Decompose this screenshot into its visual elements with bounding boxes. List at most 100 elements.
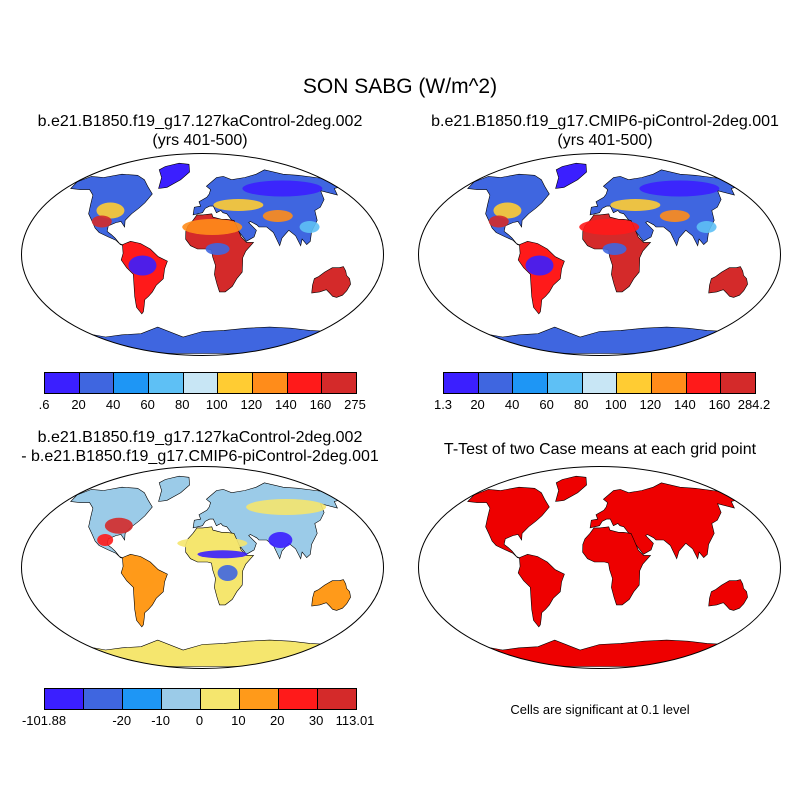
colorbar-tick-label: 160 — [708, 397, 731, 412]
field-patch — [213, 199, 264, 212]
continent-af — [582, 526, 652, 606]
colorbar-swatch — [318, 689, 356, 709]
colorbar-swatch — [582, 373, 618, 393]
field-patch — [579, 219, 640, 236]
colorbar-tick-label: 40 — [105, 397, 121, 412]
continent-gr — [158, 475, 190, 502]
field-patch — [602, 243, 627, 256]
field-patch — [91, 215, 112, 228]
colorbar-tick-label: 140 — [275, 397, 297, 412]
colorbar-tick-label: 80 — [573, 397, 589, 412]
colorbar-tick-label: 275 — [344, 397, 366, 412]
panel-2-title-line1: b.e21.B1850.f19_g17.CMIP6-piControl-2deg… — [431, 113, 779, 130]
field-patch — [197, 550, 248, 559]
panel-4-title-line1: T-Test of two Case means at each grid po… — [443, 441, 757, 458]
colorbar-swatch — [162, 689, 201, 709]
colorbar-swatch — [45, 689, 84, 709]
field-patch — [205, 243, 230, 256]
colorbar-case2 — [443, 372, 756, 394]
colorbar-tick-label: 100 — [205, 397, 228, 412]
map-panel-difference — [21, 466, 384, 669]
panel-2-title: b.e21.B1850.f19_g17.CMIP6-piControl-2deg… — [400, 112, 800, 150]
panel-3-title: b.e21.B1850.f19_g17.127kaControl-2deg.00… — [0, 428, 400, 466]
field-patch — [97, 534, 114, 547]
colorbar-swatch — [253, 373, 288, 393]
map-panel-ttest — [418, 466, 781, 669]
map-border — [21, 466, 384, 669]
field-patch — [268, 532, 293, 549]
continent-gr — [555, 162, 587, 189]
colorbar-tick-label: 60 — [539, 397, 554, 412]
colorbar-tick-label: 80 — [174, 397, 190, 412]
colorbar-tick-label: 20 — [71, 397, 86, 412]
field-patch — [246, 499, 327, 516]
field-patch — [488, 215, 509, 228]
colorbar-swatch — [721, 373, 756, 393]
field-patch — [639, 180, 720, 197]
colorbar-swatch — [240, 689, 279, 709]
panel-2-title-line2: (yrs 401-500) — [557, 132, 653, 149]
continent-au — [708, 579, 748, 611]
field-patch — [242, 180, 323, 197]
field-patch — [696, 221, 717, 234]
field-patch — [493, 202, 522, 219]
colorbar-swatch — [652, 373, 687, 393]
colorbar-swatch — [79, 373, 115, 393]
panel-3-title-line1: b.e21.B1850.f19_g17.127kaControl-2deg.00… — [37, 429, 363, 446]
field-patch — [659, 210, 690, 223]
colorbar-tick-label: .6 — [38, 397, 50, 412]
colorbar-swatch — [45, 373, 80, 393]
colorbar-swatch — [218, 373, 254, 393]
field-patch — [217, 564, 238, 581]
field-patch — [177, 537, 248, 550]
panel-3-title-line2: - b.e21.B1850.f19_g17.CMIP6-piControl-2d… — [21, 448, 379, 465]
colorbar-tick-label: 140 — [674, 397, 696, 412]
colorbar-tick-label: -101.88 — [21, 713, 67, 728]
colorbar-tick-label: 40 — [504, 397, 520, 412]
continent-au — [708, 266, 748, 298]
colorbar-swatch — [322, 373, 357, 393]
continent-au — [311, 266, 351, 298]
colorbar-tick-label: 100 — [604, 397, 627, 412]
field-patch — [299, 221, 320, 234]
panel-1-title: b.e21.B1850.f19_g17.127kaControl-2deg.00… — [10, 112, 390, 150]
colorbar-tick-label: 113.01 — [335, 713, 375, 728]
continent-au — [311, 579, 351, 611]
field-patch — [130, 568, 155, 589]
panel-1-title-line2: (yrs 401-500) — [152, 132, 248, 149]
colorbar-case1 — [44, 372, 357, 394]
colorbar-swatch — [686, 373, 722, 393]
colorbar-swatch — [183, 373, 219, 393]
colorbar-tick-label: 30 — [308, 713, 324, 728]
colorbar-tick-label: 20 — [470, 397, 485, 412]
field-patch — [128, 255, 157, 276]
colorbar-swatch — [279, 689, 318, 709]
continent-na — [467, 486, 550, 559]
field-patch — [262, 210, 293, 223]
significance-note: Cells are significant at 0.1 level — [510, 702, 690, 717]
colorbar-tick-label: 160 — [309, 397, 332, 412]
colorbar-swatch — [201, 689, 240, 709]
colorbar-swatch — [478, 373, 514, 393]
colorbar-swatch — [123, 689, 162, 709]
colorbar-swatch — [287, 373, 323, 393]
colorbar-tick-label: 20 — [270, 713, 285, 728]
colorbar-tick-label: 120 — [240, 397, 263, 412]
colorbar-swatch — [617, 373, 653, 393]
continent-sa — [517, 553, 565, 628]
colorbar-swatch — [548, 373, 583, 393]
colorbar-swatch — [149, 373, 184, 393]
colorbar-tick-label: 284.2 — [737, 397, 771, 412]
colorbar-tick-label: 120 — [639, 397, 662, 412]
colorbar-tick-label: 0 — [195, 713, 204, 728]
field-patch — [96, 202, 125, 219]
map-border — [21, 153, 384, 356]
colorbar-tick-label: 10 — [231, 713, 246, 728]
map-border — [418, 153, 781, 356]
colorbar-difference — [44, 688, 357, 710]
field-patch — [182, 219, 243, 236]
map-panel-case2 — [418, 153, 781, 356]
colorbar-swatch — [513, 373, 549, 393]
field-patch — [525, 255, 554, 276]
continent-gr — [555, 475, 587, 502]
